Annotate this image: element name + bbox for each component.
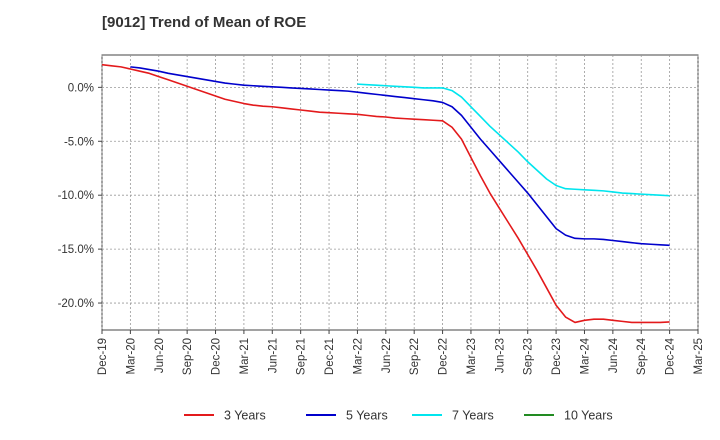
legend-label: 3 Years: [224, 409, 266, 423]
series-line-2: [130, 66, 670, 247]
y-axis-ticks: 0.0% -5.0% -10.0% -15.0% -20.0%: [58, 82, 102, 310]
x-axis-ticks: Dec-19 Mar-20 Jun-20 Sep-20 Dec-20 Mar-21 Jun-…: [97, 330, 705, 375]
x-tick-label: Jun-21: [267, 338, 279, 373]
legend: 3 Years 5 Years 7 Years 10 Years: [184, 409, 613, 423]
x-tick-label: Jun-23: [494, 338, 506, 373]
x-tick-label: Dec-24: [665, 337, 677, 375]
x-tick-label: Sep-20: [182, 338, 194, 375]
y-tick-label: 0.0%: [68, 82, 94, 94]
x-tick-label: Jun-20: [154, 338, 166, 373]
series-line-3: [357, 83, 670, 197]
x-tick-label: Dec-23: [551, 338, 563, 375]
plot-area: [101, 54, 699, 331]
x-tick-label: Mar-21: [239, 338, 251, 374]
x-tick-label: Dec-20: [211, 338, 223, 375]
x-tick-label: Mar-23: [466, 338, 478, 374]
x-tick-label: Mar-25: [693, 338, 705, 374]
legend-label: 7 Years: [452, 409, 494, 423]
x-tick-label: Mar-24: [579, 337, 591, 374]
legend-label: 10 Years: [564, 409, 613, 423]
x-tick-label: Sep-24: [636, 337, 648, 375]
x-tick-label: Dec-22: [438, 338, 450, 375]
legend-label: 5 Years: [346, 409, 388, 423]
x-tick-label: Sep-23: [523, 338, 535, 375]
x-tick-label: Dec-19: [97, 338, 109, 375]
x-tick-label: Jun-22: [381, 338, 393, 373]
y-tick-label: -10.0%: [58, 190, 94, 202]
x-tick-label: Mar-22: [352, 338, 364, 374]
chart-title: [9012] Trend of Mean of ROE: [102, 14, 307, 31]
series-lines: [101, 63, 670, 324]
x-tick-label: Mar-20: [125, 338, 137, 374]
x-tick-label: Sep-21: [296, 338, 308, 375]
x-tick-label: Jun-24: [608, 337, 620, 373]
x-tick-label: Dec-21: [324, 338, 336, 375]
series-line-1: [101, 63, 670, 324]
y-tick-label: -20.0%: [58, 298, 94, 310]
x-tick-label: Sep-22: [409, 338, 421, 375]
y-tick-label: -15.0%: [58, 244, 94, 256]
y-tick-label: -5.0%: [64, 136, 94, 148]
grid-lines: [101, 55, 699, 330]
